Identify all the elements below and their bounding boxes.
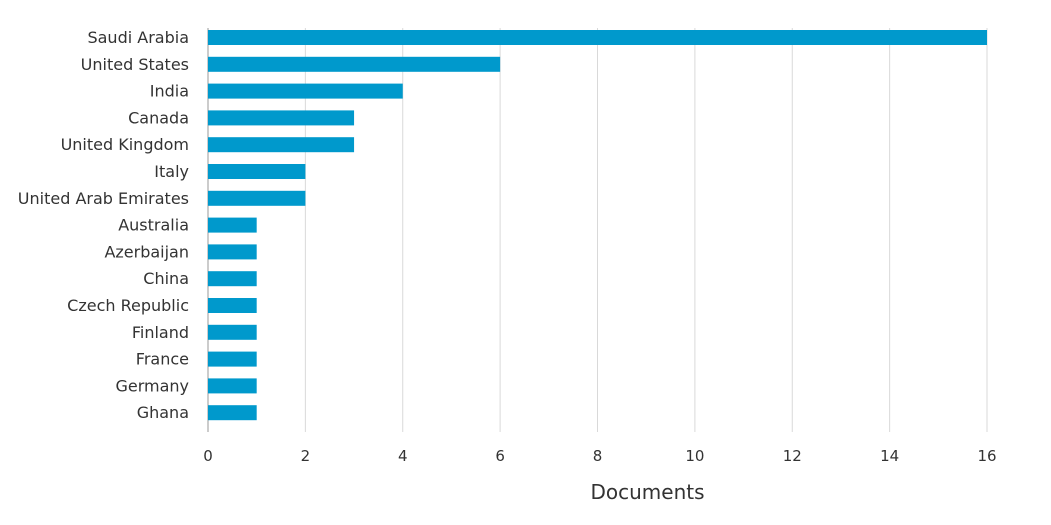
category-label: Saudi Arabia [87,28,189,47]
x-tick-label: 16 [977,447,996,465]
bar [208,324,257,340]
x-tick-labels: 0 2 4 6 8 10 12 14 16 [203,447,996,465]
x-tick-label: 6 [495,447,505,465]
category-label: France [136,350,189,369]
x-tick-label: 12 [783,447,802,465]
category-label: Australia [118,216,189,235]
category-label: Finland [132,323,189,342]
category-label: United Arab Emirates [18,189,189,208]
category-label: Ghana [137,403,189,422]
bar [208,164,306,179]
category-label: Czech Republic [67,296,189,315]
bar [208,378,257,394]
x-tick-label: 4 [398,447,408,465]
category-label: Italy [154,162,189,181]
category-label: United Kingdom [61,135,189,154]
x-tick-label: 2 [301,447,311,465]
category-label: India [150,82,189,101]
bar [208,244,257,260]
bar [208,56,501,72]
gridlines [304,28,988,432]
bar [208,190,306,206]
bar [208,110,355,126]
category-label: Germany [115,376,189,395]
bar [208,405,257,421]
bar [208,217,257,233]
category-label: China [143,269,189,288]
x-tick-label: 10 [685,447,704,465]
category-label: United States [81,55,189,74]
category-label: Canada [128,108,189,127]
bars-group [208,30,987,421]
bar [208,30,987,45]
x-tick-label: 14 [880,447,899,465]
category-labels: Saudi Arabia United States India Canada Unit… [18,28,189,422]
bar [208,351,257,367]
bar [208,298,257,313]
bar [208,137,355,153]
x-tick-label: 8 [593,447,603,465]
bar [208,271,257,287]
bar [208,83,403,99]
x-axis-title: Documents [590,480,704,504]
category-label: Azerbaijan [104,242,189,261]
x-tick-label: 0 [203,447,213,465]
